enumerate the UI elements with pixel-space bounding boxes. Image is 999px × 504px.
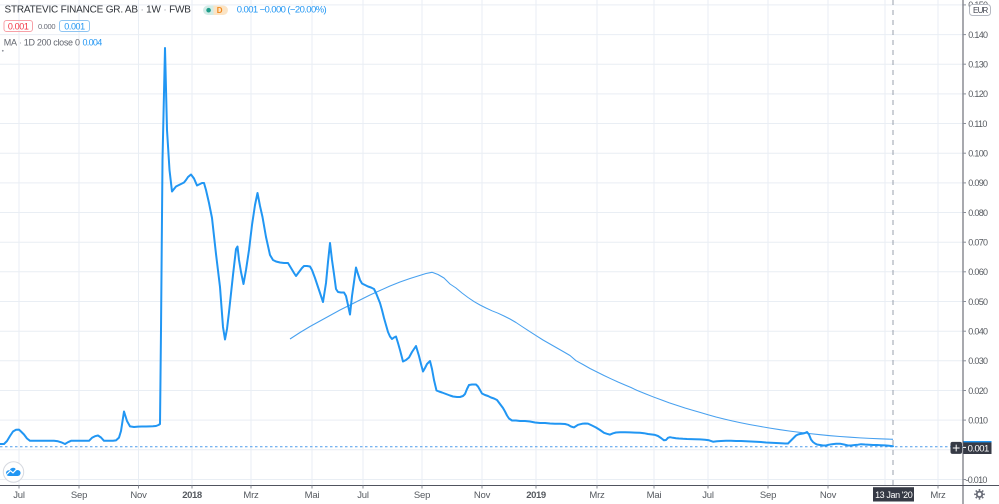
svg-text:Sep: Sep [414, 490, 430, 501]
svg-text:2018: 2018 [182, 490, 202, 501]
svg-text:Mrz: Mrz [243, 490, 259, 501]
svg-text:0.001: 0.001 [968, 443, 989, 454]
svg-text:Mrz: Mrz [930, 490, 946, 501]
svg-text:0.004: 0.004 [83, 38, 103, 48]
svg-text:Mai: Mai [647, 490, 662, 501]
svg-text:0.050: 0.050 [968, 297, 988, 307]
svg-text:0.040: 0.040 [968, 327, 988, 337]
svg-text:Nov: Nov [820, 490, 837, 501]
svg-text:0.070: 0.070 [968, 238, 988, 248]
svg-text:-0.010: -0.010 [965, 475, 987, 485]
svg-text:13 Jan '20: 13 Jan '20 [875, 490, 913, 500]
svg-text:0.060: 0.060 [968, 267, 988, 277]
svg-text:Jul: Jul [13, 490, 25, 501]
svg-text:Sep: Sep [760, 490, 776, 501]
svg-text:EUR: EUR [973, 6, 989, 15]
svg-text:0.000: 0.000 [38, 22, 55, 31]
svg-text:0.080: 0.080 [968, 208, 988, 218]
svg-text:0.110: 0.110 [968, 119, 987, 129]
svg-text:D: D [217, 6, 223, 15]
svg-text:Jul: Jul [702, 490, 714, 501]
svg-text:0.001: 0.001 [8, 21, 29, 31]
svg-text:0.001: 0.001 [64, 21, 85, 31]
svg-text:MA · 1D 200 close 0: MA · 1D 200 close 0 [4, 38, 80, 48]
svg-text:0.100: 0.100 [968, 149, 988, 159]
svg-text:2019: 2019 [526, 490, 546, 501]
svg-text:0.030: 0.030 [968, 356, 988, 366]
svg-text:Nov: Nov [130, 490, 147, 501]
svg-text:0.130: 0.130 [968, 60, 988, 70]
svg-text:Sep: Sep [71, 490, 87, 501]
svg-text:0.120: 0.120 [968, 89, 988, 99]
svg-text:Jul: Jul [357, 490, 369, 501]
svg-text:0.020: 0.020 [968, 386, 988, 396]
svg-text:Nov: Nov [474, 490, 491, 501]
svg-text:STRATEVIC FINANCE GR. AB · 1W: STRATEVIC FINANCE GR. AB · 1W · FWB [5, 5, 192, 16]
svg-text:0.001 −0.000 (−20.00%): 0.001 −0.000 (−20.00%) [237, 5, 327, 16]
svg-text:Mai: Mai [305, 490, 320, 501]
svg-text:0.140: 0.140 [968, 30, 988, 40]
svg-text:Mrz: Mrz [589, 490, 605, 501]
svg-text:0.090: 0.090 [968, 178, 988, 188]
svg-text:0.010: 0.010 [968, 415, 988, 425]
